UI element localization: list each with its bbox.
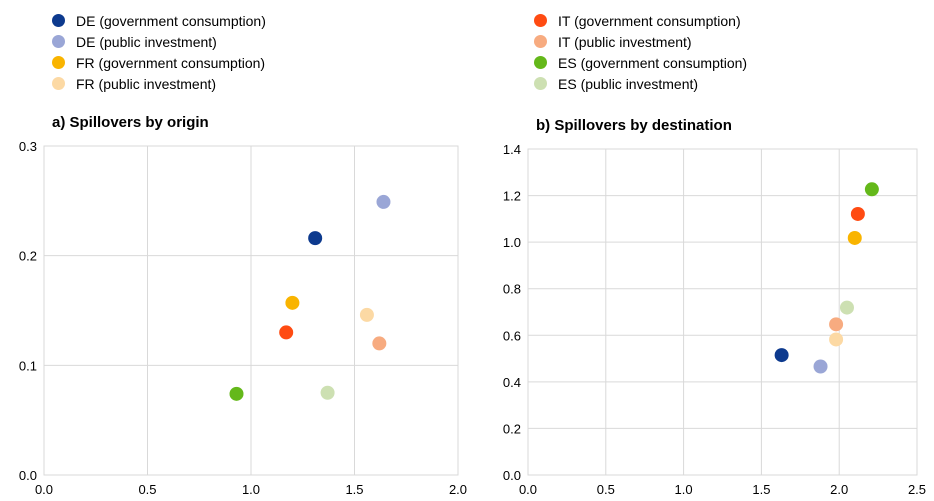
- legend-item: FR (public investment): [52, 73, 266, 94]
- legend-left: DE (government consumption) DE (public in…: [52, 10, 266, 94]
- y-tick-label: 1.2: [503, 189, 521, 204]
- data-point: [376, 194, 391, 209]
- legend-right: IT (government consumption) IT (public in…: [534, 10, 747, 94]
- x-tick-label: 1.5: [752, 482, 770, 497]
- legend-label: FR (public investment): [76, 75, 217, 92]
- legend-item: DE (public investment): [52, 31, 266, 52]
- legend-item: DE (government consumption): [52, 10, 266, 31]
- legend-marker-icon: [534, 35, 547, 48]
- y-tick-label: 0.8: [503, 282, 521, 297]
- legend-item: ES (government consumption): [534, 52, 747, 73]
- data-point: [829, 317, 844, 332]
- legend-item: IT (public investment): [534, 31, 747, 52]
- x-tick-label: 2.0: [830, 482, 848, 497]
- y-tick-label: 0.1: [19, 358, 37, 373]
- legend-label: DE (public investment): [76, 33, 217, 50]
- legend-marker-icon: [52, 14, 65, 27]
- data-point: [774, 348, 789, 363]
- x-tick-label: 0.0: [519, 482, 537, 497]
- legend-marker-icon: [534, 56, 547, 69]
- y-tick-label: 1.0: [503, 235, 521, 250]
- data-point: [864, 182, 879, 197]
- data-point: [308, 231, 323, 246]
- x-tick-label: 0.5: [138, 482, 156, 497]
- x-tick-label: 1.5: [345, 482, 363, 497]
- plot-area: [527, 148, 918, 476]
- x-tick-label: 1.0: [242, 482, 260, 497]
- y-tick-label: 1.4: [503, 142, 521, 157]
- legend-marker-icon: [534, 77, 547, 90]
- y-tick-label: 0.3: [19, 139, 37, 154]
- data-point: [359, 307, 374, 322]
- data-point: [813, 359, 828, 374]
- data-point: [229, 386, 244, 401]
- legend-item: IT (government consumption): [534, 10, 747, 31]
- data-point: [829, 332, 844, 347]
- data-point: [372, 336, 387, 351]
- x-tick-label: 2.5: [908, 482, 926, 497]
- legend-marker-icon: [52, 77, 65, 90]
- legend-label: IT (government consumption): [558, 12, 741, 29]
- data-point: [850, 206, 865, 221]
- chart-a-title: a) Spillovers by origin: [52, 114, 209, 131]
- legend-label: FR (government consumption): [76, 54, 266, 71]
- x-tick-label: 0.0: [35, 482, 53, 497]
- y-tick-label: 0.4: [503, 375, 521, 390]
- data-point: [847, 230, 862, 245]
- y-tick-label: 0.2: [19, 249, 37, 264]
- x-tick-label: 0.5: [597, 482, 615, 497]
- data-point: [839, 300, 854, 315]
- legend-marker-icon: [52, 35, 65, 48]
- data-point: [320, 385, 335, 400]
- legend-label: DE (government consumption): [76, 12, 266, 29]
- data-point: [285, 295, 300, 310]
- y-tick-label: 0.6: [503, 328, 521, 343]
- legend-label: ES (government consumption): [558, 54, 748, 71]
- x-tick-label: 1.0: [675, 482, 693, 497]
- chart-b-title: b) Spillovers by destination: [536, 117, 732, 134]
- y-tick-label: 0.0: [503, 468, 521, 483]
- y-tick-label: 0.2: [503, 421, 521, 436]
- data-point: [279, 325, 294, 340]
- x-tick-label: 2.0: [449, 482, 467, 497]
- legend-label: IT (public investment): [558, 33, 692, 50]
- legend-item: ES (public investment): [534, 73, 747, 94]
- legend-marker-icon: [52, 56, 65, 69]
- legend-marker-icon: [534, 14, 547, 27]
- y-tick-label: 0.0: [19, 468, 37, 483]
- legend-label: ES (public investment): [558, 75, 699, 92]
- legend-item: FR (government consumption): [52, 52, 266, 73]
